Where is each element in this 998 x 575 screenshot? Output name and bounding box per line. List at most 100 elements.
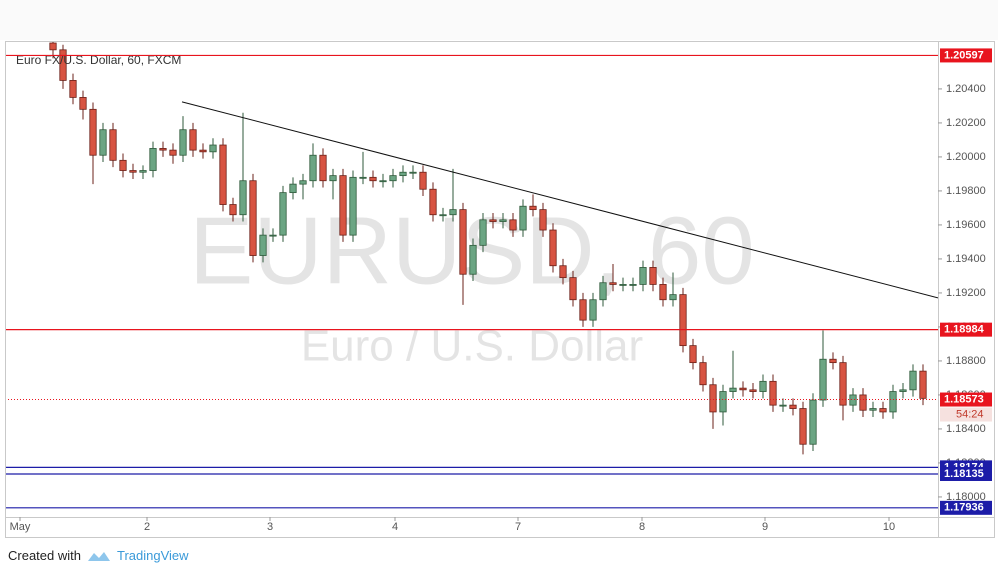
x-tick-label: 3 xyxy=(267,521,273,533)
y-tick-label: 1.19800 xyxy=(946,185,986,197)
candle-body xyxy=(689,345,697,364)
candle-body xyxy=(769,380,777,406)
candle-body xyxy=(139,170,147,173)
level-label: 1.18135 xyxy=(944,468,984,480)
candle-body xyxy=(319,154,327,182)
candle-body xyxy=(169,149,177,156)
x-tick-label: 8 xyxy=(639,521,645,533)
x-tick-label: 4 xyxy=(392,521,398,533)
level-label: 1.20597 xyxy=(944,49,984,61)
candle-body xyxy=(379,180,387,183)
candle-body xyxy=(299,180,307,185)
candle-body xyxy=(509,219,517,231)
candle-body xyxy=(469,244,477,275)
candle-body xyxy=(529,205,537,211)
candle-body xyxy=(489,219,497,222)
level-label-bg xyxy=(940,48,992,63)
countdown: 54:24 xyxy=(956,408,984,420)
candle-body xyxy=(359,176,367,179)
x-tick-label: 10 xyxy=(883,521,895,533)
trendline xyxy=(181,101,938,299)
candle-body xyxy=(599,282,607,301)
last-price-label-bg xyxy=(940,392,992,407)
watermark-subtitle: Euro / U.S. Dollar xyxy=(301,322,643,371)
candle-body xyxy=(119,159,127,171)
candle-body xyxy=(99,129,107,156)
x-tick-label: 2 xyxy=(144,521,150,533)
candle-body xyxy=(639,267,647,285)
candle-body xyxy=(189,129,197,151)
level-label-bg xyxy=(940,500,992,515)
candle-body xyxy=(699,362,707,386)
candle-body xyxy=(629,284,637,286)
candle-body xyxy=(89,108,97,156)
candle-body xyxy=(859,394,867,411)
level-label-bg xyxy=(940,466,992,481)
candle-body xyxy=(79,97,87,110)
candle-body xyxy=(109,129,117,161)
candle-body xyxy=(739,387,747,391)
candle-body xyxy=(679,294,687,347)
level-label: 1.17936 xyxy=(944,502,984,514)
y-tick-label: 1.20400 xyxy=(946,83,986,95)
footer: Created with TradingView xyxy=(8,548,189,563)
candle-body xyxy=(549,229,557,267)
brand-logo xyxy=(87,551,110,561)
candle-body xyxy=(889,391,897,413)
y-tick-label: 1.19200 xyxy=(946,287,986,299)
chart-frame xyxy=(5,41,995,538)
candle-body xyxy=(179,129,187,156)
candle-body xyxy=(449,209,457,216)
candle-body xyxy=(399,171,407,177)
candle-body xyxy=(129,170,137,173)
candle-body xyxy=(919,370,927,399)
candle-body xyxy=(499,219,507,222)
candle-body xyxy=(839,362,847,406)
candle-body xyxy=(759,380,767,392)
level-label-bg xyxy=(940,322,992,337)
candle-body xyxy=(59,49,67,81)
plot-area xyxy=(49,42,938,455)
candle-body xyxy=(369,176,377,182)
candle-body xyxy=(389,175,397,182)
candle-body xyxy=(209,144,217,153)
candle-body xyxy=(779,404,787,407)
candle-body xyxy=(579,299,587,321)
chart-title: Euro FX/U.S. Dollar, 60, FXCM xyxy=(16,53,181,67)
candle-body xyxy=(669,294,677,301)
candle-body xyxy=(719,391,727,413)
candle-body xyxy=(329,175,337,182)
chart: EURUSD, 60 Euro / U.S. Dollar Euro FX/U.… xyxy=(5,41,995,538)
candle-body xyxy=(519,205,527,231)
candle-body xyxy=(309,154,317,182)
candle-body xyxy=(649,267,657,285)
y-tick-label: 1.18800 xyxy=(946,355,986,367)
candle-body xyxy=(289,183,297,194)
candle-body xyxy=(539,209,547,231)
y-tick-label: 1.18400 xyxy=(946,423,986,435)
last-price-label: 1.18573 xyxy=(944,393,984,405)
candle-body xyxy=(259,234,267,256)
candle-body xyxy=(479,219,487,246)
candle-body xyxy=(149,148,157,171)
candle-body xyxy=(869,408,877,411)
y-tick-label: 1.18000 xyxy=(946,491,986,503)
candle-body xyxy=(749,389,757,392)
candle-body xyxy=(849,394,857,406)
candle-body xyxy=(229,204,237,216)
candle-body xyxy=(559,265,567,279)
candle-body xyxy=(249,180,257,256)
candle-body xyxy=(279,192,287,236)
candle-body xyxy=(619,284,627,286)
candle-body xyxy=(459,209,467,275)
level-label: 1.18984 xyxy=(944,324,985,336)
brand[interactable]: TradingView xyxy=(116,548,189,563)
candle-body xyxy=(159,148,167,151)
candle-body xyxy=(419,171,427,190)
candle-body xyxy=(819,358,827,401)
candle-body xyxy=(219,144,227,205)
candle-body xyxy=(789,404,797,409)
candle-body xyxy=(729,387,737,392)
candle-body xyxy=(899,389,907,392)
